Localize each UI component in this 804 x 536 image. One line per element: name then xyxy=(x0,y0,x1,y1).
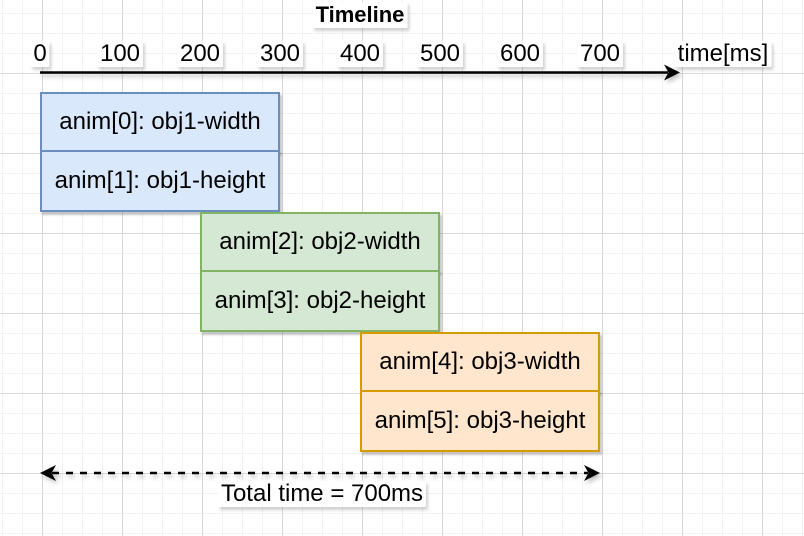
timeline-bar-anim4: anim[4]: obj3-width xyxy=(360,332,600,392)
axis-tick-100: 100 xyxy=(96,41,144,67)
bar-label: anim[2]: obj2-width xyxy=(219,228,421,255)
diagram-title: Timeline xyxy=(312,2,408,28)
axis-tick-600: 600 xyxy=(496,41,544,67)
axis-tick-200: 200 xyxy=(176,41,224,67)
bar-label: anim[4]: obj3-width xyxy=(379,348,581,375)
bar-label: anim[1]: obj1-height xyxy=(54,167,266,194)
bar-label: anim[0]: obj1-width xyxy=(59,108,261,135)
bar-label: anim[3]: obj2-height xyxy=(214,287,426,314)
timeline-bar-anim0: anim[0]: obj1-width xyxy=(40,92,280,152)
axis-tick-300: 300 xyxy=(256,41,304,67)
total-time-label: Total time = 700ms xyxy=(217,481,427,507)
timeline-bar-anim5: anim[5]: obj3-height xyxy=(360,390,600,452)
axis-tick-700: 700 xyxy=(576,41,624,67)
axis-tick-400: 400 xyxy=(336,41,384,67)
total-time-double-arrow xyxy=(40,465,600,481)
axis-tick-500: 500 xyxy=(416,41,464,67)
axis-unit-label: time[ms] xyxy=(674,41,772,67)
timeline-bar-anim2: anim[2]: obj2-width xyxy=(200,212,440,272)
bar-label: anim[5]: obj3-height xyxy=(374,407,586,434)
timeline-bar-anim1: anim[1]: obj1-height xyxy=(40,150,280,212)
axis-tick-0: 0 xyxy=(30,41,50,67)
timeline-bar-anim3: anim[3]: obj2-height xyxy=(200,270,440,332)
